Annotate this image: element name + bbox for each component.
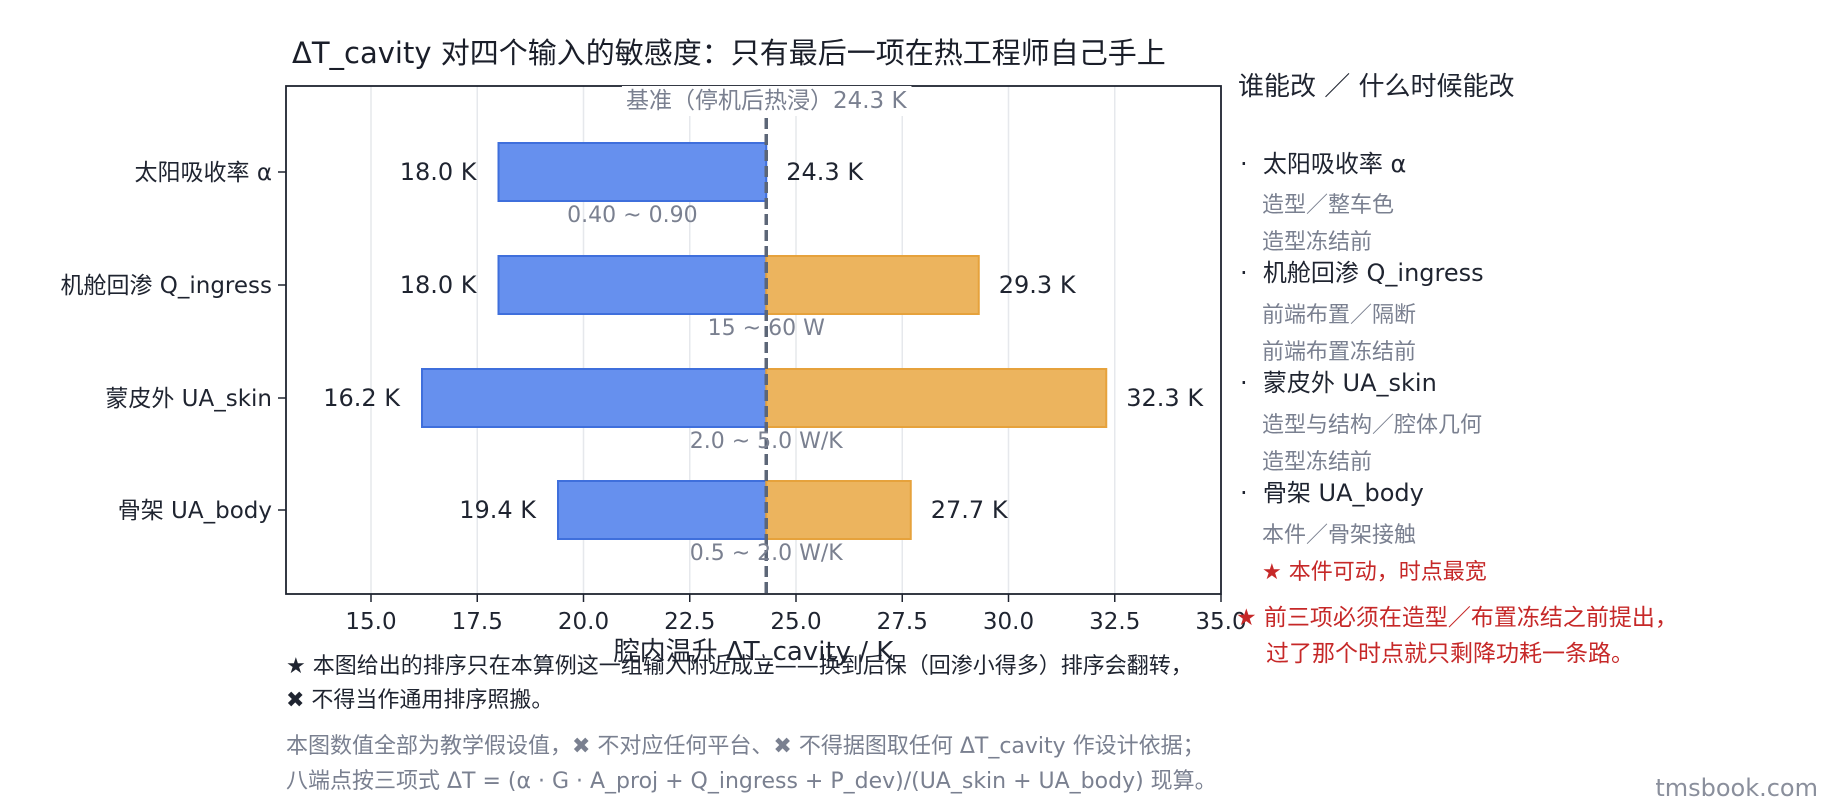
bar-high bbox=[765, 480, 912, 540]
side-item-when: 前端布置冻结前 bbox=[1262, 340, 1417, 365]
x-tick-label: 25.0 bbox=[770, 609, 821, 635]
side-item-q-ingress: · 机舱回渗 Q_ingress bbox=[1240, 253, 1484, 288]
side-item-ua-skin: · 蒙皮外 UA_skin bbox=[1240, 363, 1437, 398]
side-item-label: 机舱回渗 Q_ingress bbox=[1262, 259, 1484, 287]
x-tick-label: 32.5 bbox=[1089, 609, 1140, 635]
side-panel-title: 谁能改 ／ 什么时候能改 bbox=[1238, 72, 1515, 102]
x-tick-label: 35.0 bbox=[1195, 609, 1246, 635]
site-credit: tmsbook.com bbox=[1655, 774, 1818, 802]
range-label: 0.40 ~ 0.90 bbox=[567, 203, 697, 228]
value-label-low: 16.2 K bbox=[323, 384, 401, 412]
side-item-who: 造型与结构／腔体几何 bbox=[1262, 413, 1483, 438]
side-item-label: 太阳吸收率 α bbox=[1262, 150, 1407, 178]
chart-title: ΔT_cavity 对四个输入的敏感度：只有最后一项在热工程师自己手上 bbox=[292, 36, 1166, 70]
x-tick-label: 30.0 bbox=[983, 609, 1034, 635]
range-label: 15 ~ 60 W bbox=[708, 316, 825, 341]
side-item-who: 前端布置／隔断 bbox=[1262, 303, 1417, 328]
bar-low bbox=[421, 368, 768, 428]
side-item-when: 造型冻结前 bbox=[1262, 230, 1373, 255]
x-tick-label: 27.5 bbox=[877, 609, 928, 635]
side-item-when-highlight: ★ 本件可动，时点最宽 bbox=[1262, 560, 1487, 585]
bar-low bbox=[557, 480, 768, 540]
category-label: 太阳吸收率 α bbox=[135, 160, 272, 186]
value-label-high: 27.7 K bbox=[931, 496, 1009, 524]
x-axis-label: 腔内温升 ΔT_cavity / K bbox=[614, 637, 895, 667]
bar-high bbox=[765, 368, 1108, 428]
side-item-label: 蒙皮外 UA_skin bbox=[1262, 369, 1437, 397]
warning-line-1: ★ 前三项必须在造型／布置冻结之前提出， bbox=[1236, 605, 1678, 631]
x-tick-label: 20.0 bbox=[558, 609, 609, 635]
bullet: · bbox=[1240, 479, 1248, 507]
x-tick-label: 22.5 bbox=[664, 609, 715, 635]
x-tick-label: 17.5 bbox=[452, 609, 503, 635]
side-item-who: 本件／骨架接触 bbox=[1262, 523, 1417, 548]
footer-line-1: 本图数值全部为教学假设值，✖ 不对应任何平台、✖ 不得据图取任何 ΔT_cavi… bbox=[286, 734, 1205, 759]
range-label: 0.5 ~ 2.0 W/K bbox=[690, 541, 844, 566]
category-label: 蒙皮外 UA_skin bbox=[105, 386, 272, 412]
baseline-label: 基准（停机后热浸）24.3 K bbox=[626, 88, 908, 114]
bullet: · bbox=[1240, 150, 1248, 178]
bar-low bbox=[497, 255, 768, 315]
bar-high bbox=[765, 255, 980, 315]
value-label-high: 32.3 K bbox=[1126, 384, 1204, 412]
value-label-low: 18.0 K bbox=[400, 158, 478, 186]
baseline-label-bg bbox=[621, 86, 912, 116]
warning-line-2: 过了那个时点就只剩降功耗一条路。 bbox=[1266, 641, 1634, 667]
side-item-label: 骨架 UA_body bbox=[1262, 479, 1424, 507]
bar-low bbox=[497, 142, 768, 202]
value-label-low: 19.4 K bbox=[459, 496, 537, 524]
note-line-2: ✖ 不得当作通用排序照搬。 bbox=[286, 688, 554, 713]
value-label-high: 24.3 K bbox=[786, 158, 864, 186]
side-item-when: 造型冻结前 bbox=[1262, 450, 1373, 475]
bullet: · bbox=[1240, 259, 1248, 287]
value-label-low: 18.0 K bbox=[400, 271, 478, 299]
range-label: 2.0 ~ 5.0 W/K bbox=[690, 429, 844, 454]
footer-line-2: 八端点按三项式 ΔT = (α · G · A_proj + Q_ingress… bbox=[286, 769, 1217, 794]
side-item-ua-body: · 骨架 UA_body bbox=[1240, 473, 1424, 508]
x-tick-label: 15.0 bbox=[345, 609, 396, 635]
note-line-1: ★ 本图给出的排序只在本算例这一组输入附近成立——换到后保（回渗小得多）排序会翻… bbox=[286, 654, 1193, 679]
category-label: 骨架 UA_body bbox=[118, 498, 272, 524]
category-label: 机舱回渗 Q_ingress bbox=[60, 273, 272, 299]
bullet: · bbox=[1240, 369, 1248, 397]
side-item-alpha: · 太阳吸收率 α bbox=[1240, 144, 1406, 179]
value-label-high: 29.3 K bbox=[999, 271, 1077, 299]
side-item-who: 造型／整车色 bbox=[1262, 193, 1395, 218]
